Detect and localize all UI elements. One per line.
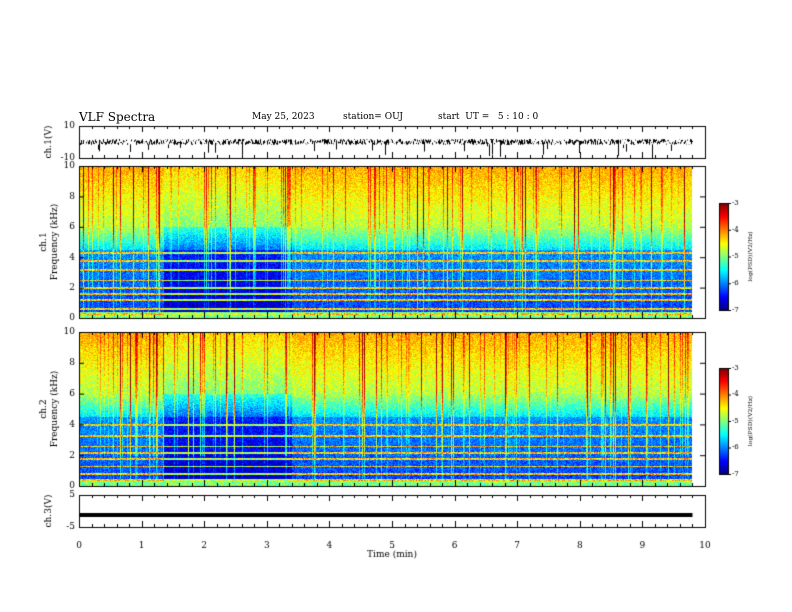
figure-title: VLF Spectra [79, 110, 156, 124]
start-time-label: start UT = 5 : 10 : 0 [438, 112, 539, 122]
station-label: station= OUJ [343, 112, 404, 122]
date-label: May 25, 2023 [252, 112, 315, 122]
